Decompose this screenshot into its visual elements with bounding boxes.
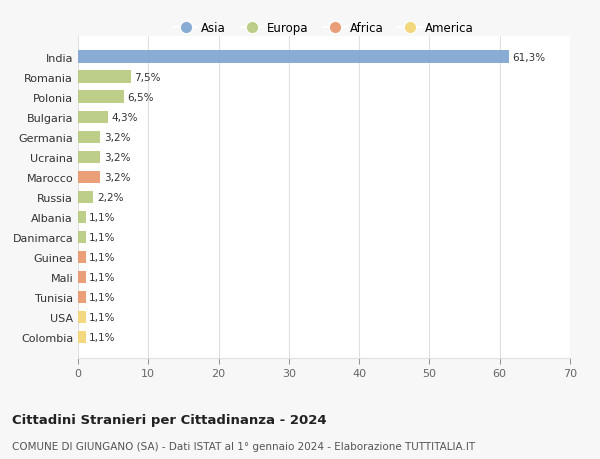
Text: 1,1%: 1,1%	[89, 292, 116, 302]
Text: 3,2%: 3,2%	[104, 152, 131, 162]
Bar	[78, 111, 108, 123]
Text: 1,1%: 1,1%	[89, 272, 116, 282]
Bar	[78, 91, 124, 104]
Text: 4,3%: 4,3%	[112, 112, 138, 123]
Text: COMUNE DI GIUNGANO (SA) - Dati ISTAT al 1° gennaio 2024 - Elaborazione TUTTITALI: COMUNE DI GIUNGANO (SA) - Dati ISTAT al …	[12, 441, 475, 451]
Bar	[78, 271, 86, 284]
Text: 1,1%: 1,1%	[89, 332, 116, 342]
Bar	[78, 191, 94, 203]
Text: 1,1%: 1,1%	[89, 252, 116, 262]
Text: 1,1%: 1,1%	[89, 312, 116, 322]
Text: 3,2%: 3,2%	[104, 173, 131, 182]
Text: 3,2%: 3,2%	[104, 133, 131, 142]
Bar	[78, 231, 86, 244]
Text: 6,5%: 6,5%	[127, 92, 154, 102]
Bar	[78, 51, 509, 64]
Text: Cittadini Stranieri per Cittadinanza - 2024: Cittadini Stranieri per Cittadinanza - 2…	[12, 413, 326, 426]
Bar	[78, 71, 131, 84]
Bar	[78, 211, 86, 224]
Legend: Asia, Europa, Africa, America: Asia, Europa, Africa, America	[169, 17, 479, 39]
Bar	[78, 151, 100, 163]
Text: 7,5%: 7,5%	[134, 73, 161, 83]
Text: 1,1%: 1,1%	[89, 232, 116, 242]
Bar	[78, 311, 86, 324]
Bar	[78, 331, 86, 343]
Text: 1,1%: 1,1%	[89, 213, 116, 222]
Bar	[78, 251, 86, 263]
Bar	[78, 131, 100, 144]
Text: 61,3%: 61,3%	[512, 52, 545, 62]
Bar	[78, 171, 100, 184]
Text: 2,2%: 2,2%	[97, 192, 124, 202]
Bar	[78, 291, 86, 303]
